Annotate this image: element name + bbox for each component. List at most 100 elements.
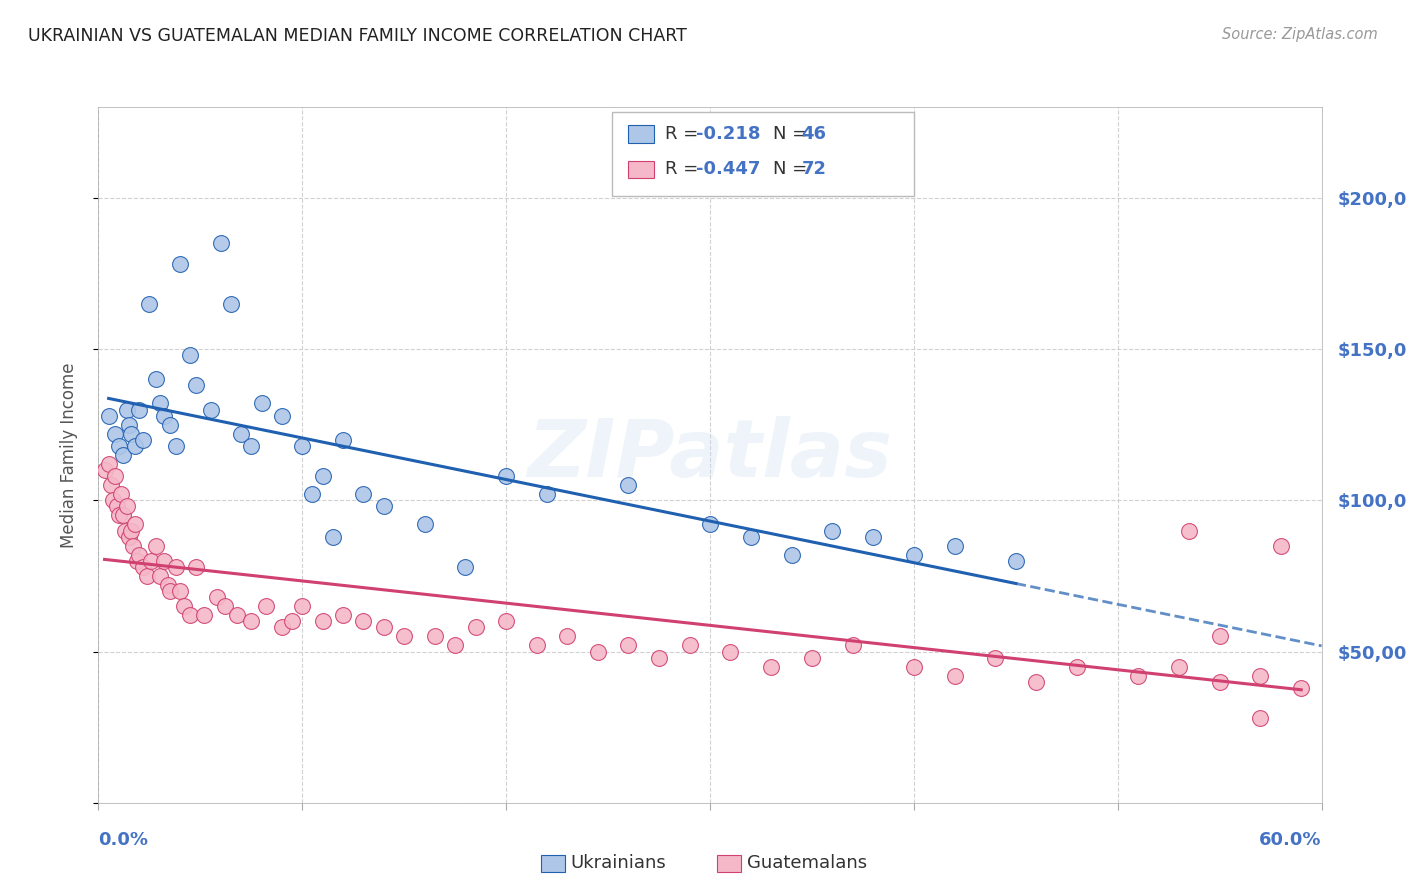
Point — [240, 439, 263, 453]
Point — [1249, 669, 1271, 683]
Point — [118, 417, 141, 432]
Point — [159, 584, 181, 599]
Point — [301, 487, 323, 501]
Point — [1178, 524, 1201, 538]
Point — [108, 508, 131, 523]
Point — [557, 629, 579, 643]
Point — [118, 530, 141, 544]
Point — [250, 396, 273, 410]
Point — [1270, 539, 1292, 553]
Point — [110, 487, 132, 501]
Point — [984, 650, 1007, 665]
Text: Ukrainians: Ukrainians — [571, 855, 666, 872]
Point — [373, 620, 395, 634]
Point — [209, 236, 232, 251]
Point — [104, 469, 127, 483]
Point — [454, 559, 477, 574]
Text: ZIPatlas: ZIPatlas — [527, 416, 893, 494]
Point — [1167, 659, 1189, 673]
Point — [1291, 681, 1313, 695]
Point — [1025, 674, 1047, 689]
Point — [165, 559, 187, 574]
Point — [93, 463, 115, 477]
Point — [128, 548, 150, 562]
Point — [617, 478, 640, 492]
Point — [120, 426, 142, 441]
Point — [322, 530, 344, 544]
Point — [179, 608, 201, 623]
Text: 46: 46 — [801, 125, 827, 143]
Point — [841, 639, 863, 653]
Point — [270, 409, 294, 423]
Point — [526, 639, 548, 653]
Point — [145, 539, 167, 553]
Point — [495, 615, 517, 629]
Text: N =: N = — [773, 125, 813, 143]
Point — [122, 539, 145, 553]
Point — [173, 599, 195, 614]
Point — [100, 478, 122, 492]
Point — [214, 599, 236, 614]
Point — [108, 439, 131, 453]
Text: R =: R = — [665, 161, 704, 178]
Point — [740, 530, 762, 544]
Point — [254, 599, 277, 614]
Point — [699, 517, 721, 532]
Point — [115, 402, 138, 417]
Point — [111, 508, 134, 523]
Point — [903, 659, 925, 673]
Point — [97, 457, 120, 471]
Point — [179, 348, 201, 362]
Text: Source: ZipAtlas.com: Source: ZipAtlas.com — [1222, 27, 1378, 42]
Point — [226, 608, 249, 623]
Point — [124, 439, 146, 453]
Point — [141, 554, 163, 568]
Point — [1066, 659, 1088, 673]
Point — [444, 639, 467, 653]
Point — [291, 599, 314, 614]
Point — [97, 409, 120, 423]
Point — [186, 378, 208, 392]
Point — [903, 548, 925, 562]
Point — [352, 487, 374, 501]
Point — [679, 639, 702, 653]
Point — [392, 629, 416, 643]
Text: -0.447: -0.447 — [696, 161, 761, 178]
Point — [801, 650, 824, 665]
Point — [943, 669, 966, 683]
Point — [1128, 669, 1150, 683]
Point — [152, 409, 174, 423]
Point — [761, 659, 783, 673]
Point — [145, 372, 167, 386]
Point — [132, 433, 155, 447]
Text: -0.218: -0.218 — [696, 125, 761, 143]
Point — [156, 578, 179, 592]
Point — [205, 590, 228, 604]
Point — [1249, 711, 1271, 725]
Point — [536, 487, 558, 501]
Point — [943, 539, 966, 553]
Text: 72: 72 — [801, 161, 827, 178]
Point — [111, 448, 134, 462]
Text: UKRAINIAN VS GUATEMALAN MEDIAN FAMILY INCOME CORRELATION CHART: UKRAINIAN VS GUATEMALAN MEDIAN FAMILY IN… — [28, 27, 688, 45]
Point — [169, 257, 191, 271]
Text: Guatemalans: Guatemalans — [747, 855, 866, 872]
Point — [165, 439, 187, 453]
Point — [169, 584, 191, 599]
Point — [332, 433, 354, 447]
Point — [291, 439, 314, 453]
Point — [617, 639, 640, 653]
Point — [120, 524, 142, 538]
Point — [586, 644, 609, 658]
Point — [200, 402, 222, 417]
Point — [104, 426, 127, 441]
Point — [101, 493, 124, 508]
Point — [152, 554, 174, 568]
Text: R =: R = — [665, 125, 704, 143]
Point — [720, 644, 742, 658]
Point — [495, 469, 517, 483]
Y-axis label: Median Family Income: Median Family Income — [59, 362, 77, 548]
Point — [193, 608, 215, 623]
Point — [270, 620, 294, 634]
Point — [127, 554, 149, 568]
